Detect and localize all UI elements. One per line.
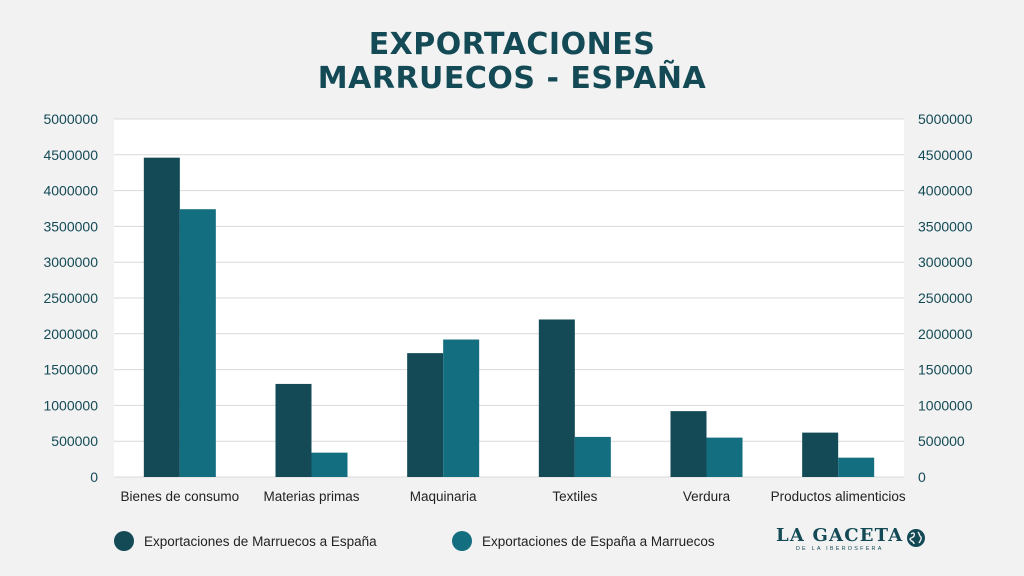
- y-tick-label-left: 3500000: [43, 218, 98, 234]
- bar-marruecos-espana: [670, 411, 707, 477]
- y-tick-label-left: 0: [90, 469, 98, 485]
- y-tick-label-right: 0: [918, 469, 926, 485]
- x-category-label: Textiles: [552, 489, 597, 504]
- legend-item-espana-marruecos: Exportaciones de España a Marruecos: [452, 531, 715, 551]
- x-category-label: Verdura: [683, 489, 731, 504]
- x-category-label: Productos alimenticios: [771, 489, 906, 504]
- globe-icon: [907, 529, 926, 547]
- y-tick-label-right: 1000000: [918, 397, 973, 413]
- legend-item-marruecos-espana: Exportaciones de Marruecos a España: [114, 531, 377, 551]
- bar-marruecos-espana: [802, 432, 839, 477]
- bar-marruecos-espana: [407, 353, 444, 477]
- bar-espana-marruecos: [443, 339, 480, 477]
- bar-marruecos-espana: [143, 157, 180, 477]
- legend-label: Exportaciones de Marruecos a España: [144, 533, 377, 549]
- bar-espana-marruecos: [706, 437, 743, 477]
- bar-espana-marruecos: [179, 209, 216, 477]
- x-category-label: Materias primas: [263, 489, 359, 504]
- legend-swatch: [452, 531, 472, 551]
- y-tick-label-left: 3000000: [43, 254, 98, 270]
- legend-label: Exportaciones de España a Marruecos: [482, 533, 715, 549]
- y-tick-label-right: 4500000: [918, 147, 973, 163]
- grid-lines: [114, 118, 904, 478]
- bar-espana-marruecos: [311, 452, 348, 477]
- la-gaceta-logo: LA GACETA DE LA IBEROSFERA: [776, 527, 926, 553]
- y-tick-label-left: 1000000: [43, 397, 98, 413]
- bar-espana-marruecos: [838, 457, 875, 477]
- chart-title-line1: EXPORTACIONES: [368, 27, 656, 62]
- x-category-label: Maquinaria: [410, 489, 477, 504]
- bars: [143, 157, 875, 477]
- bar-marruecos-espana: [275, 383, 312, 477]
- legend-swatch: [114, 531, 134, 551]
- x-axis-categories: Bienes de consumo Materias primas Maquinar…: [121, 489, 906, 504]
- bar-marruecos-espana: [538, 319, 575, 477]
- logo-name: LA GACETA: [776, 525, 904, 546]
- y-axis-right: 0 500000 1000000 1500000 2000000 2500000 30000…: [918, 111, 973, 485]
- y-tick-label-right: 1500000: [918, 362, 973, 378]
- y-tick-label-left: 4500000: [43, 147, 98, 163]
- y-tick-label-right: 4000000: [918, 183, 973, 199]
- logo-subtitle: DE LA IBEROSFERA: [795, 546, 884, 552]
- y-tick-label-left: 5000000: [43, 111, 98, 127]
- chart-title: EXPORTACIONES MARRUECOS - ESPAÑA: [0, 28, 1024, 96]
- bar-espana-marruecos: [574, 436, 611, 477]
- y-tick-label-right: 2000000: [918, 326, 973, 342]
- y-tick-label-left: 4000000: [43, 183, 98, 199]
- y-tick-label-right: 500000: [918, 433, 965, 449]
- y-tick-label-left: 2500000: [43, 290, 98, 306]
- y-tick-label-right: 5000000: [918, 111, 973, 127]
- y-tick-label-left: 2000000: [43, 326, 98, 342]
- y-axis-left: 0 500000 1000000 1500000 2000000 2500000 30000…: [43, 111, 98, 485]
- y-tick-label-right: 3000000: [918, 254, 973, 270]
- x-category-label: Bienes de consumo: [121, 489, 240, 504]
- y-tick-label-left: 1500000: [43, 362, 98, 378]
- y-tick-label-right: 3500000: [918, 218, 973, 234]
- chart-title-line2: MARRUECOS - ESPAÑA: [317, 61, 707, 96]
- y-tick-label-right: 2500000: [918, 290, 973, 306]
- y-tick-label-left: 500000: [51, 433, 98, 449]
